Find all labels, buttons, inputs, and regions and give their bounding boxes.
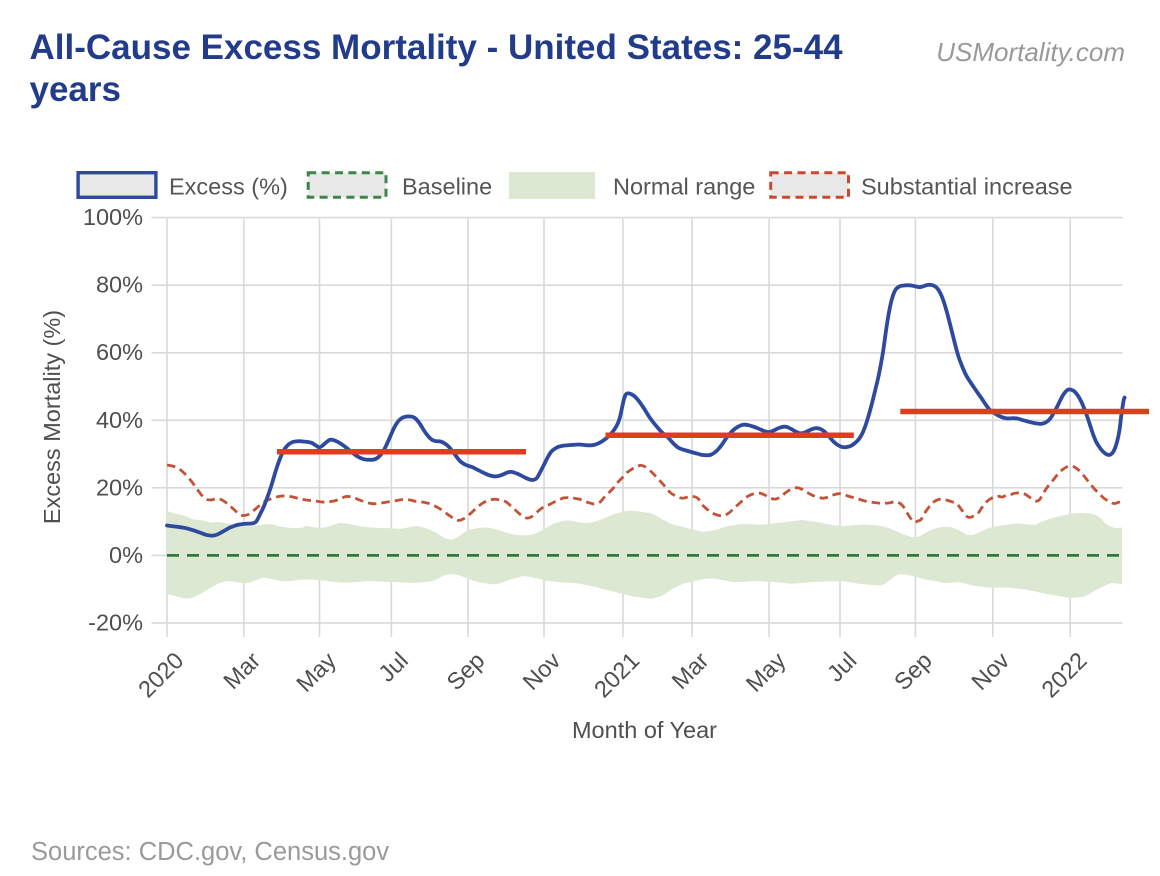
svg-text:Excess Mortality (%): Excess Mortality (%) [39, 310, 65, 524]
svg-text:60%: 60% [96, 339, 143, 365]
svg-text:Month of Year: Month of Year [572, 717, 717, 743]
svg-text:40%: 40% [96, 407, 143, 433]
svg-text:Excess (%): Excess (%) [169, 174, 288, 200]
svg-text:80%: 80% [96, 272, 143, 298]
svg-text:Sources: CDC.gov, Census.gov: Sources: CDC.gov, Census.gov [31, 838, 389, 866]
svg-text:years: years [30, 70, 121, 109]
svg-text:Normal range: Normal range [613, 174, 755, 200]
svg-text:Baseline: Baseline [402, 174, 492, 200]
svg-text:0%: 0% [109, 542, 143, 568]
svg-text:-20%: -20% [88, 609, 143, 635]
svg-text:Substantial increase: Substantial increase [861, 174, 1073, 200]
svg-text:20%: 20% [96, 474, 143, 500]
svg-text:USMortality.com: USMortality.com [936, 37, 1125, 67]
svg-text:All-Cause Excess Mortality - U: All-Cause Excess Mortality - United Stat… [30, 28, 844, 67]
svg-text:100%: 100% [83, 204, 143, 230]
